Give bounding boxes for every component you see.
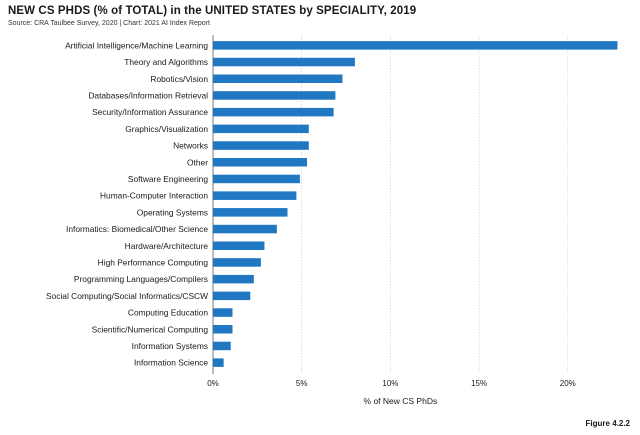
category-label: Computing Education [128, 308, 208, 318]
category-label: Other [187, 157, 208, 167]
category-label: Operating Systems [137, 207, 208, 217]
category-label: Hardware/Architecture [125, 241, 209, 251]
figure-label: Figure 4.2.2 [585, 419, 630, 428]
category-label: Information Systems [132, 341, 208, 351]
bar [213, 41, 618, 50]
x-tick-label: 20% [560, 379, 576, 388]
bar [213, 107, 334, 117]
category-label: High Performance Computing [98, 257, 209, 267]
category-label: Security/Information Assurance [92, 107, 208, 117]
category-label: Robotics/Vision [150, 74, 208, 84]
category-label: Software Engineering [128, 174, 208, 184]
bar [213, 191, 297, 200]
category-label: Programming Languages/Compilers [74, 274, 208, 284]
category-label: Databases/Information Retrieval [88, 90, 208, 100]
bar [213, 91, 336, 100]
x-tick-label: 10% [382, 379, 398, 388]
bar [213, 57, 355, 67]
category-label: Scientific/Numerical Computing [92, 324, 209, 334]
category-label: Information Science [134, 358, 208, 368]
x-tick-label: 15% [471, 379, 487, 388]
bar [213, 224, 277, 234]
category-label: Networks [173, 141, 208, 151]
category-label: Social Computing/Social Informatics/CSCW [46, 291, 208, 301]
category-label: Informatics: Biomedical/Other Science [66, 224, 208, 234]
category-label: Artificial Intelligence/Machine Learning [65, 40, 208, 50]
bar [213, 241, 265, 250]
bar [213, 174, 300, 184]
x-tick-label: 5% [296, 379, 308, 388]
chart-subtitle: Source: CRA Taulbee Survey, 2020 | Chart… [8, 20, 210, 27]
bar [213, 208, 288, 217]
bar [213, 291, 251, 301]
bar [213, 308, 233, 317]
chart-title: NEW CS PHDS (% of TOTAL) in the UNITED S… [8, 5, 417, 17]
bar [213, 258, 261, 267]
bar [213, 124, 309, 134]
bar [213, 274, 254, 284]
category-label: Human-Computer Interaction [100, 191, 208, 201]
bar [213, 341, 231, 351]
category-label: Theory and Algorithms [124, 57, 208, 67]
x-tick-label: 0% [207, 379, 219, 388]
bar [213, 158, 308, 167]
bar [213, 141, 309, 150]
x-axis-label: % of New CS PhDs [364, 396, 438, 406]
category-label: Graphics/Visualization [125, 124, 208, 134]
bar [213, 325, 233, 334]
bar [213, 358, 224, 367]
bar [213, 74, 343, 83]
